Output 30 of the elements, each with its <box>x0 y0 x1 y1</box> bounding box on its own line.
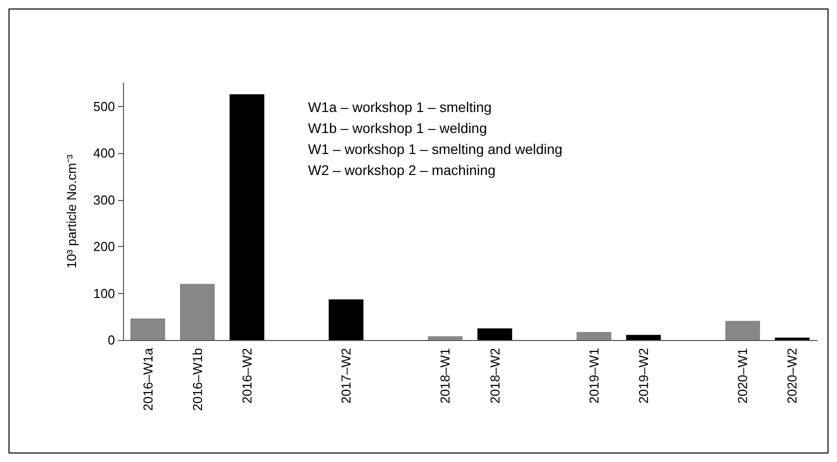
annotation: W2 – workshop 2 – machining <box>308 162 496 178</box>
x-tick-label: 2016–W1b <box>190 348 205 411</box>
y-tick-label: 400 <box>93 146 115 161</box>
x-tick-label: 2017–W2 <box>338 348 354 404</box>
y-tick-label: 0 <box>108 332 115 348</box>
bar <box>477 328 512 340</box>
x-tick-label: 2018–W2 <box>487 348 502 404</box>
x-tick-label: 2020–W1 <box>735 348 750 404</box>
bar <box>626 334 661 340</box>
annotation: W1a – workshop 1 – smelting <box>308 99 492 115</box>
bar <box>230 94 264 340</box>
bar <box>130 318 166 340</box>
x-tick-label: 2018–W1 <box>438 348 453 404</box>
x-tick-label: 2016–W2 <box>239 348 254 404</box>
x-tick-label: 2019–W1 <box>586 348 602 404</box>
x-tick-label: 2020–W2 <box>784 348 800 404</box>
annotation: W1b – workshop 1 – welding <box>308 120 487 136</box>
bar <box>328 299 364 340</box>
bar <box>725 320 760 340</box>
y-tick-label: 500 <box>93 98 115 114</box>
annotation: W1 – workshop 1 – smelting and welding <box>308 141 562 157</box>
bar <box>180 284 215 340</box>
bar <box>428 336 463 340</box>
x-tick-label: 2019–W2 <box>636 348 651 404</box>
bar <box>576 332 612 340</box>
y-tick-label: 300 <box>93 192 115 208</box>
y-tick-label: 200 <box>93 239 115 254</box>
y-axis-title: 10³ particle No.cm⁻³ <box>64 154 79 268</box>
x-tick-label: 2016–W1a <box>140 347 156 411</box>
y-tick-label: 100 <box>93 286 115 301</box>
